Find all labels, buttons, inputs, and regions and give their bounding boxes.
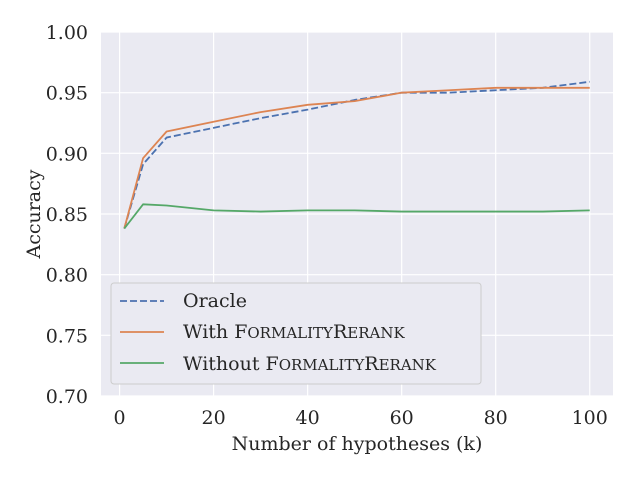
x-tick-label: 80	[484, 407, 508, 429]
y-tick-label: 0.90	[46, 143, 88, 165]
x-tick-label: 40	[296, 407, 320, 429]
y-tick-label: 0.85	[46, 204, 88, 226]
legend-label-without-rerank: Without FORMALITYRERANK	[183, 353, 437, 375]
y-tick-label: 0.70	[46, 386, 88, 408]
x-tick-label: 60	[390, 407, 414, 429]
y-axis-label: Accuracy	[23, 169, 45, 259]
y-tick-label: 0.75	[46, 325, 88, 347]
x-axis-label: Number of hypotheses (k)	[232, 433, 483, 455]
x-tick-label: 20	[202, 407, 226, 429]
series-lines	[123, 80, 590, 230]
series-line-with-formalityrerank	[123, 86, 590, 229]
y-tick-label: 0.95	[46, 83, 88, 105]
x-tick-label: 100	[572, 407, 608, 429]
legend-box	[110, 282, 482, 385]
x-tick-label: 0	[114, 407, 126, 429]
legend: Oracle With FORMALITYRERANK Without FORM…	[110, 282, 482, 385]
series-line-without-formalityrerank	[123, 203, 590, 230]
series-line-oracle	[123, 80, 590, 229]
y-tick-label: 0.80	[46, 265, 88, 287]
x-tick-labels: 0 20 40 60 80 100	[114, 407, 608, 429]
y-tick-labels: 0.70 0.75 0.80 0.85 0.90 0.95 1.00	[46, 22, 88, 408]
legend-label-oracle: Oracle	[183, 290, 247, 312]
y-tick-label: 1.00	[46, 22, 88, 44]
legend-label-with-rerank: With FORMALITYRERANK	[183, 321, 405, 343]
